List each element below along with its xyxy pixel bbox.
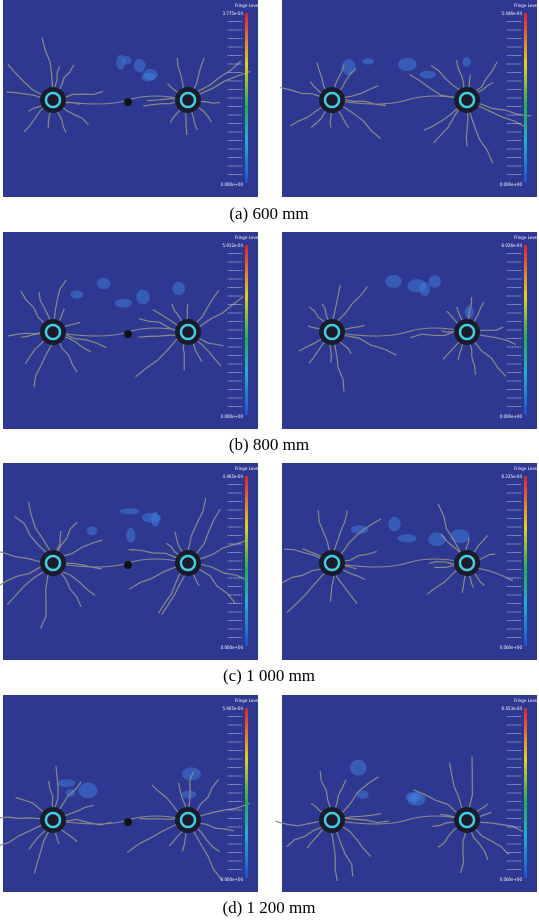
stress-glow bbox=[420, 71, 436, 79]
stress-glow bbox=[58, 779, 76, 787]
legend-title: Fringe Levels bbox=[235, 698, 261, 703]
legend-min: 0.000e+00 bbox=[500, 877, 523, 882]
legend-max: 6.235e-04 bbox=[502, 474, 523, 479]
stress-glow bbox=[115, 299, 132, 308]
soma-body bbox=[40, 550, 66, 576]
soma-body bbox=[319, 319, 345, 345]
legend-title: Fringe Levels bbox=[514, 3, 539, 8]
stress-glow bbox=[78, 782, 97, 798]
legend-min: 0.000e+00 bbox=[221, 182, 244, 187]
plot-panel: Fringe Levels 3.775e-04 0.000e+00 bbox=[3, 0, 261, 197]
legend-max: 4.465e-04 bbox=[223, 474, 244, 479]
stress-glow bbox=[398, 534, 417, 542]
legend-min: 0.000e+00 bbox=[500, 414, 523, 419]
center-dot bbox=[124, 98, 132, 106]
stress-glow bbox=[407, 279, 426, 292]
soma-body bbox=[319, 87, 345, 113]
color-bar bbox=[524, 13, 527, 183]
legend-max: 3.775e-04 bbox=[223, 11, 244, 16]
plot-panel: Fringe Levels 5.912e-04 0.000e+00 bbox=[3, 232, 261, 429]
soma-body bbox=[175, 550, 201, 576]
stress-glow bbox=[143, 69, 158, 80]
legend-title: Fringe Levels bbox=[235, 466, 261, 471]
stress-glow bbox=[385, 275, 402, 288]
color-bar bbox=[524, 708, 527, 878]
soma-body bbox=[175, 319, 201, 345]
stress-glow bbox=[450, 529, 469, 543]
color-bar bbox=[245, 708, 248, 878]
legend-title: Fringe Levels bbox=[514, 698, 539, 703]
soma-body bbox=[40, 319, 66, 345]
color-bar bbox=[245, 476, 248, 646]
soma-body bbox=[454, 319, 480, 345]
legend-max: 5.912e-04 bbox=[223, 243, 244, 248]
legend-title: Fringe Levels bbox=[514, 466, 539, 471]
plot-panel: Fringe Levels 6.235e-04 0.000e+00 bbox=[282, 463, 539, 660]
soma-body bbox=[40, 807, 66, 833]
stress-glow bbox=[126, 528, 135, 543]
plot-panel: Fringe Levels 4.465e-04 0.000e+00 bbox=[0, 463, 261, 660]
stress-glow bbox=[70, 291, 83, 299]
plot-background bbox=[3, 695, 258, 892]
legend-min: 0.000e+00 bbox=[221, 414, 244, 419]
soma-body bbox=[319, 807, 345, 833]
stress-glow bbox=[87, 526, 97, 535]
stress-glow bbox=[142, 513, 161, 522]
legend-title: Fringe Levels bbox=[514, 235, 539, 240]
stress-glow bbox=[134, 59, 145, 73]
legend-min: 0.000e+00 bbox=[500, 182, 523, 187]
soma-body bbox=[454, 87, 480, 113]
stress-glow bbox=[429, 275, 441, 288]
legend-title: Fringe Levels bbox=[235, 3, 261, 8]
panel-caption: (a) 600 mm bbox=[229, 204, 308, 223]
soma-body bbox=[319, 550, 345, 576]
stress-glow bbox=[463, 57, 471, 67]
stress-glow bbox=[350, 760, 367, 776]
center-dot bbox=[124, 330, 132, 338]
panel-caption: (c) 1 000 mm bbox=[223, 666, 315, 685]
soma-body bbox=[175, 87, 201, 113]
legend-max: 5.905e-04 bbox=[223, 706, 244, 711]
center-dot bbox=[124, 818, 132, 826]
stress-glow bbox=[120, 508, 140, 514]
plot-panel: Fringe Levels 6.453e-04 0.000e+00 bbox=[275, 695, 539, 892]
color-bar bbox=[524, 476, 527, 646]
stress-glow bbox=[136, 290, 150, 305]
stress-glow bbox=[428, 532, 445, 546]
center-dot bbox=[124, 561, 132, 569]
soma-body bbox=[175, 807, 201, 833]
stress-glow bbox=[182, 791, 197, 799]
legend-title: Fringe Levels bbox=[235, 235, 261, 240]
legend-min: 0.000e+00 bbox=[500, 645, 523, 650]
stress-glow bbox=[97, 278, 111, 289]
legend-max: 6.026e-04 bbox=[502, 243, 523, 248]
plot-panel: Fringe Levels 5.446e-04 0.000e+00 bbox=[281, 0, 539, 197]
stress-glow bbox=[388, 517, 400, 531]
stress-glow bbox=[173, 282, 185, 295]
stress-glow bbox=[362, 58, 374, 64]
stress-glow bbox=[398, 58, 417, 71]
soma-body bbox=[454, 550, 480, 576]
legend-min: 0.000e+00 bbox=[221, 645, 244, 650]
stress-glow bbox=[116, 55, 125, 70]
panel-caption: (b) 800 mm bbox=[229, 435, 309, 454]
plot-panel: Fringe Levels 5.905e-04 0.000e+00 bbox=[0, 695, 261, 892]
plot-panel: Fringe Levels 6.026e-04 0.000e+00 bbox=[282, 232, 539, 429]
figure: Fringe Levels3.775e-040.000e+00Fringe Le… bbox=[0, 0, 539, 921]
panel-caption: (d) 1 200 mm bbox=[222, 898, 315, 917]
color-bar bbox=[524, 245, 527, 415]
legend-max: 5.446e-04 bbox=[502, 11, 523, 16]
color-bar bbox=[245, 245, 248, 415]
legend-min: 0.000e+00 bbox=[221, 877, 244, 882]
soma-body bbox=[40, 87, 66, 113]
legend-max: 6.453e-04 bbox=[502, 706, 523, 711]
soma-body bbox=[454, 807, 480, 833]
color-bar bbox=[245, 13, 248, 183]
